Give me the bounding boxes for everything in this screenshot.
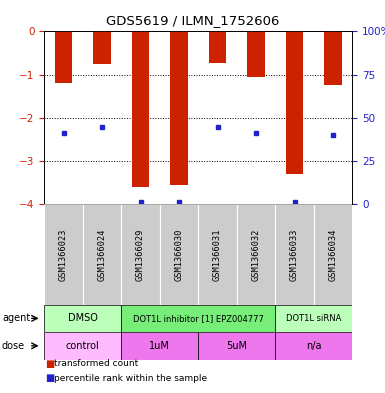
Text: GDS5619 / ILMN_1752606: GDS5619 / ILMN_1752606 [106, 14, 279, 27]
Text: percentile rank within the sample: percentile rank within the sample [54, 374, 207, 383]
Bar [237, 204, 275, 305]
Bar [275, 305, 352, 332]
Text: transformed count: transformed count [54, 359, 138, 368]
Bar [121, 204, 160, 305]
Text: ■: ■ [45, 358, 55, 369]
Bar [94, 31, 111, 64]
Text: DOT1L inhibitor [1] EPZ004777: DOT1L inhibitor [1] EPZ004777 [133, 314, 264, 323]
Bar [44, 305, 121, 332]
Bar [314, 204, 352, 305]
Text: 1uM: 1uM [149, 341, 170, 351]
Bar [198, 204, 237, 305]
Text: ■: ■ [45, 373, 55, 384]
Text: n/a: n/a [306, 341, 321, 351]
Bar [121, 332, 198, 360]
Text: GSM1366029: GSM1366029 [136, 228, 145, 281]
Bar [132, 31, 149, 187]
Text: DOT1L siRNA: DOT1L siRNA [286, 314, 341, 323]
Text: 5uM: 5uM [226, 341, 247, 351]
Text: control: control [66, 341, 100, 351]
Text: GSM1366033: GSM1366033 [290, 228, 299, 281]
Text: GSM1366030: GSM1366030 [174, 228, 184, 281]
Bar [286, 31, 303, 174]
Bar [170, 31, 188, 185]
Text: GSM1366024: GSM1366024 [97, 228, 107, 281]
Bar [44, 204, 83, 305]
Bar [121, 305, 275, 332]
Text: DMSO: DMSO [68, 313, 98, 323]
Text: GSM1366023: GSM1366023 [59, 228, 68, 281]
Bar [248, 31, 265, 77]
Bar [325, 31, 342, 86]
Text: dose: dose [2, 341, 25, 351]
Text: agent: agent [2, 313, 30, 323]
Text: GSM1366032: GSM1366032 [251, 228, 261, 281]
Bar [44, 332, 121, 360]
Text: GSM1366031: GSM1366031 [213, 228, 222, 281]
Bar [55, 31, 72, 83]
Bar [275, 332, 352, 360]
Bar [160, 204, 198, 305]
Bar [275, 204, 314, 305]
Bar [209, 31, 226, 62]
Bar [198, 332, 275, 360]
Text: GSM1366034: GSM1366034 [328, 228, 338, 281]
Bar [83, 204, 121, 305]
